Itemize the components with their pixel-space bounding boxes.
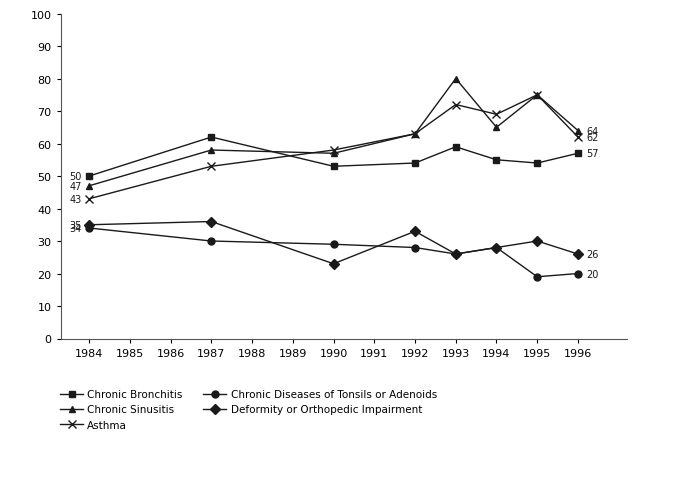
Deformity or Orthopedic Impairment — [574, 252, 582, 257]
Chronic Bronchitis — [330, 164, 338, 170]
Asthma — [574, 135, 582, 141]
Line: Chronic Sinusitis: Chronic Sinusitis — [86, 76, 582, 190]
Line: Asthma: Asthma — [85, 91, 582, 203]
Chronic Diseases of Tonsils or Adenoids — [533, 274, 541, 280]
Chronic Sinusitis — [85, 183, 93, 189]
Deformity or Orthopedic Impairment — [85, 223, 93, 228]
Asthma — [493, 112, 501, 118]
Deformity or Orthopedic Impairment — [533, 239, 541, 244]
Legend: Chronic Bronchitis, Chronic Sinusitis, Asthma, Chronic Diseases of Tonsils or Ad: Chronic Bronchitis, Chronic Sinusitis, A… — [60, 390, 437, 430]
Chronic Sinusitis — [411, 132, 419, 137]
Chronic Diseases of Tonsils or Adenoids — [574, 271, 582, 277]
Chronic Bronchitis — [574, 151, 582, 157]
Chronic Diseases of Tonsils or Adenoids — [330, 242, 338, 248]
Chronic Sinusitis — [208, 148, 216, 153]
Chronic Sinusitis — [452, 76, 460, 82]
Deformity or Orthopedic Impairment — [452, 252, 460, 257]
Text: 34: 34 — [69, 224, 82, 234]
Asthma — [85, 197, 93, 202]
Asthma — [533, 93, 541, 99]
Line: Chronic Diseases of Tonsils or Adenoids: Chronic Diseases of Tonsils or Adenoids — [86, 225, 582, 281]
Chronic Bronchitis — [493, 158, 501, 164]
Deformity or Orthopedic Impairment — [493, 245, 501, 251]
Chronic Bronchitis — [208, 135, 216, 141]
Chronic Diseases of Tonsils or Adenoids — [452, 252, 460, 257]
Asthma — [330, 148, 338, 153]
Chronic Diseases of Tonsils or Adenoids — [411, 245, 419, 251]
Asthma — [452, 103, 460, 108]
Text: 35: 35 — [69, 220, 82, 230]
Text: 57: 57 — [586, 149, 599, 159]
Chronic Diseases of Tonsils or Adenoids — [208, 239, 216, 244]
Chronic Sinusitis — [330, 151, 338, 157]
Deformity or Orthopedic Impairment — [411, 229, 419, 235]
Chronic Bronchitis — [85, 174, 93, 180]
Text: 47: 47 — [69, 182, 82, 191]
Chronic Bronchitis — [452, 145, 460, 151]
Line: Deformity or Orthopedic Impairment: Deformity or Orthopedic Impairment — [86, 219, 582, 268]
Deformity or Orthopedic Impairment — [208, 219, 216, 225]
Chronic Sinusitis — [574, 128, 582, 134]
Text: 43: 43 — [69, 195, 82, 204]
Chronic Bronchitis — [411, 161, 419, 166]
Text: 64: 64 — [586, 126, 599, 136]
Text: 62: 62 — [586, 133, 599, 143]
Chronic Diseases of Tonsils or Adenoids — [85, 226, 93, 231]
Text: 20: 20 — [586, 269, 599, 279]
Text: 50: 50 — [69, 172, 82, 182]
Chronic Sinusitis — [533, 93, 541, 99]
Asthma — [411, 132, 419, 137]
Line: Chronic Bronchitis: Chronic Bronchitis — [86, 134, 582, 180]
Chronic Diseases of Tonsils or Adenoids — [493, 245, 501, 251]
Chronic Sinusitis — [493, 125, 501, 131]
Asthma — [208, 164, 216, 170]
Deformity or Orthopedic Impairment — [330, 261, 338, 267]
Text: 26: 26 — [586, 249, 599, 259]
Chronic Bronchitis — [533, 161, 541, 166]
